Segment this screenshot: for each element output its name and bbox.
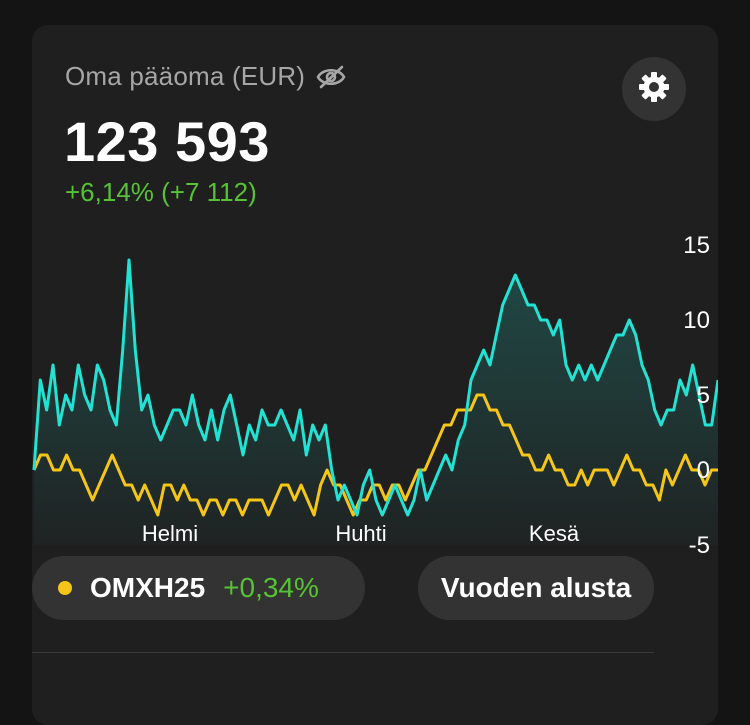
y-tick-label: 15 bbox=[683, 232, 710, 259]
x-axis-label: Helmi bbox=[142, 521, 198, 546]
index-color-dot bbox=[58, 581, 72, 595]
gear-icon bbox=[637, 70, 671, 109]
index-change: +0,34% bbox=[223, 572, 319, 603]
y-tick-label: 10 bbox=[683, 307, 710, 334]
index-name: OMXH25 bbox=[90, 572, 206, 603]
period-label: Vuoden alusta bbox=[440, 572, 632, 603]
divider bbox=[32, 652, 654, 653]
portfolio-card: Oma pääoma (EUR) 123 593 +6,14% (+7 112) bbox=[32, 25, 718, 725]
y-tick-label: -5 bbox=[689, 532, 710, 559]
portfolio-change: +6,14% (+7 112) bbox=[65, 177, 257, 207]
x-axis-label: Kesä bbox=[529, 521, 580, 546]
index-compare-button[interactable]: OMXH25 +0,34% bbox=[32, 556, 365, 620]
performance-chart: 15 10 5 0 -5 Helmi Huhti Kesä bbox=[32, 232, 718, 559]
title-row: Oma pääoma (EUR) bbox=[65, 61, 347, 92]
portfolio-value: 123 593 bbox=[64, 110, 270, 173]
index-line bbox=[32, 393, 718, 517]
portfolio-title: Oma pääoma (EUR) bbox=[65, 61, 306, 91]
y-tick-label: 0 bbox=[697, 457, 710, 484]
settings-button[interactable] bbox=[622, 57, 686, 121]
portfolio-line bbox=[32, 258, 718, 517]
x-axis-label: Huhti bbox=[335, 521, 386, 546]
eye-slash-icon[interactable] bbox=[315, 64, 347, 90]
portfolio-area bbox=[34, 260, 718, 545]
y-tick-label: 5 bbox=[697, 382, 710, 409]
period-selector-button[interactable]: Vuoden alusta bbox=[418, 556, 654, 620]
